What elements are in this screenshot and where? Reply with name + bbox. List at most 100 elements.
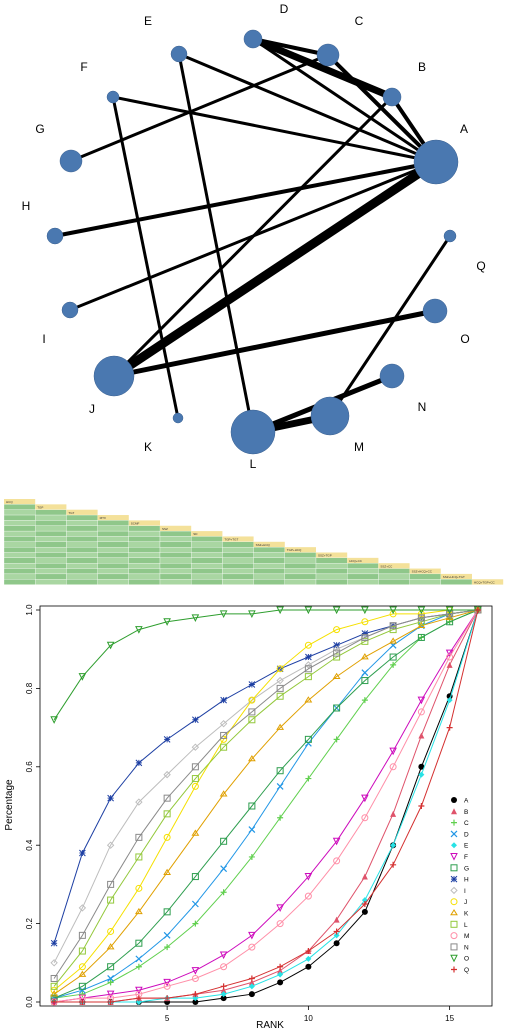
- point-N: [50, 974, 58, 982]
- edge-A-E: [177, 52, 438, 164]
- point-O: [78, 673, 87, 681]
- diagonal-cell: [160, 525, 192, 532]
- point-G: [78, 982, 86, 990]
- point-M: [446, 653, 454, 661]
- point-I: [304, 661, 313, 669]
- legend-label-B: B: [464, 809, 468, 816]
- comparison-cell: [128, 573, 161, 580]
- point-O: [50, 716, 58, 724]
- point-F: [304, 873, 313, 881]
- point-N: [417, 614, 425, 622]
- point-J: [50, 986, 58, 994]
- edge-B-D: [249, 35, 396, 101]
- point-C: [79, 991, 86, 998]
- node-C: [316, 43, 340, 67]
- point-Q: [220, 983, 227, 990]
- node-label-J: J: [89, 402, 95, 416]
- point-J: [389, 610, 397, 618]
- point-E: [305, 955, 312, 962]
- series-line-M: [54, 609, 479, 1003]
- comparison-cell: [253, 568, 285, 575]
- point-J: [191, 782, 199, 790]
- point-O: [248, 610, 256, 619]
- point-I: [276, 676, 284, 685]
- comparison-cell: [3, 552, 36, 558]
- point-Q: [192, 991, 199, 998]
- series-line-H: [53, 609, 478, 944]
- comparison-cell: [409, 573, 441, 580]
- node-label-I: I: [42, 332, 45, 346]
- point-D: [163, 931, 171, 939]
- edge-B-J: [112, 95, 394, 378]
- point-B: [333, 916, 340, 923]
- comparison-cell: [159, 552, 192, 558]
- point-K: [219, 790, 228, 797]
- treatment-name: TGP: [37, 505, 43, 509]
- point-N: [248, 708, 256, 716]
- comparison-cell: [35, 520, 67, 526]
- point-C: [135, 963, 142, 970]
- point-I: [163, 770, 171, 779]
- legend-marker-K: [450, 909, 458, 916]
- point-L: [304, 673, 312, 681]
- series-line-B: [54, 609, 479, 1003]
- point-Q: [248, 975, 255, 982]
- point-F: [163, 978, 171, 987]
- comparison-cell: [378, 568, 410, 575]
- comparison-cell: [66, 514, 98, 521]
- diagonal-cell: [253, 541, 285, 548]
- point-H: [220, 696, 227, 704]
- comparison-cell: [66, 568, 98, 575]
- comparison-cell: [128, 541, 161, 548]
- comparison-cell: [35, 568, 67, 575]
- point-Q: [164, 995, 171, 1002]
- legend-label-I: I: [464, 888, 466, 895]
- comparison-cell: [97, 547, 129, 553]
- x-axis-label: RANK: [256, 1020, 284, 1031]
- point-J: [248, 696, 256, 704]
- edge-E-L: [177, 52, 255, 434]
- point-D: [248, 826, 256, 833]
- point-A: [361, 908, 368, 915]
- legend-label-A: A: [464, 798, 469, 805]
- comparison-cell: [347, 563, 379, 569]
- point-D: [78, 986, 86, 994]
- point-E: [220, 991, 227, 998]
- point-C: [277, 814, 284, 821]
- comparison-cell: [315, 568, 348, 575]
- series-G: [50, 606, 482, 1002]
- edge-M-Q: [328, 234, 452, 418]
- point-G: [163, 908, 171, 916]
- node-label-B: B: [418, 60, 426, 74]
- treatment-name: HCQ+CC: [349, 559, 363, 563]
- comparison-cell: [440, 579, 473, 585]
- comparison-cell: [191, 541, 223, 548]
- comparison-cell: [97, 573, 129, 580]
- comparison-cell: [222, 552, 254, 558]
- comparison-cell: [347, 573, 379, 580]
- y-axis-label: Percentage: [4, 779, 15, 831]
- series-line-L: [53, 609, 478, 987]
- comparison-cell: [97, 541, 129, 548]
- point-E: [333, 932, 340, 939]
- point-A: [248, 991, 255, 998]
- point-G: [304, 735, 312, 743]
- point-K: [78, 970, 87, 977]
- network-plot: A B C D E F G H I J K L M N O Q: [22, 2, 486, 471]
- comparison-cell: [128, 552, 161, 558]
- series-line-C: [54, 609, 479, 999]
- comparison-cell: [35, 509, 67, 516]
- comparison-cell: [97, 530, 129, 537]
- point-H: [248, 681, 256, 688]
- comparison-cell: [128, 530, 161, 537]
- point-L: [276, 692, 284, 700]
- y-tick-label: 1.0: [25, 604, 34, 616]
- point-M: [389, 763, 397, 771]
- point-H: [135, 759, 143, 767]
- series-F: [50, 606, 482, 1007]
- legend-label-E: E: [464, 843, 469, 850]
- comparison-cell: [35, 525, 67, 532]
- point-G: [220, 837, 228, 845]
- node-K: [172, 412, 184, 424]
